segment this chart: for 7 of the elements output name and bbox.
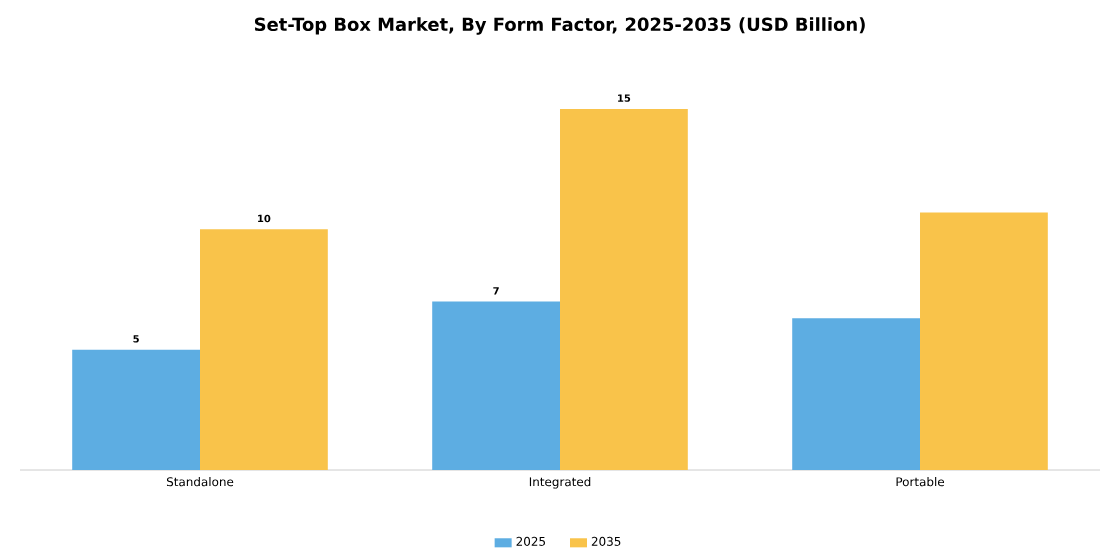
bar — [920, 212, 1048, 470]
bar — [200, 229, 328, 470]
bar — [560, 108, 688, 470]
chart-title: Set-Top Box Market, By Form Factor, 2025-2035 (USD Billion) — [254, 17, 865, 35]
bar — [792, 318, 921, 470]
bar — [432, 301, 561, 470]
bar — [72, 349, 200, 470]
